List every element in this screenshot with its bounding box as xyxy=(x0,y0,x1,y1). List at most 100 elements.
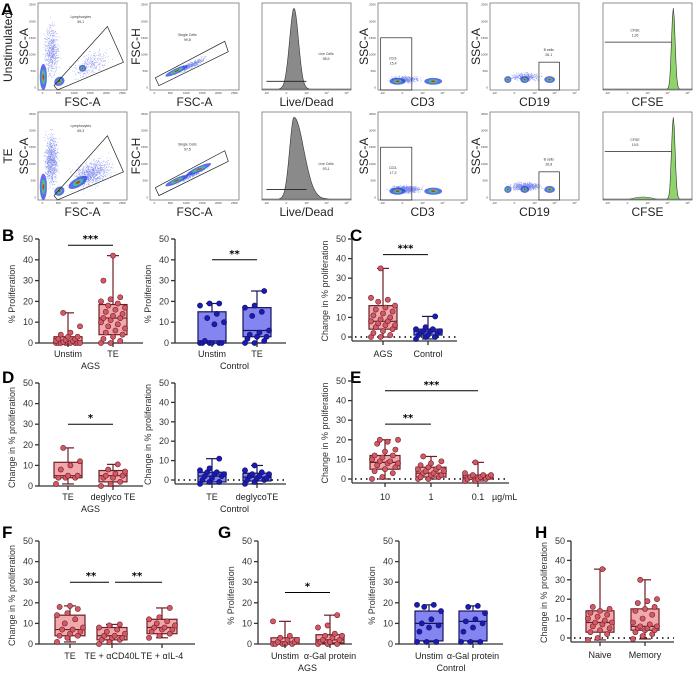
data-point xyxy=(67,602,73,609)
data-point xyxy=(206,465,213,472)
data-point xyxy=(639,633,646,639)
x-tick-label: 0 xyxy=(286,91,288,95)
gate-name: B cells xyxy=(544,48,555,52)
gate-rect xyxy=(538,61,560,91)
group-label: AGS xyxy=(298,663,317,673)
y-axis-label: SSC-A xyxy=(17,28,31,65)
density-peak xyxy=(431,80,436,83)
x-tick-label: 10³ xyxy=(645,201,649,205)
data-point xyxy=(166,630,173,637)
data-point xyxy=(589,604,596,610)
x-tick-label: 100K xyxy=(183,201,190,205)
plot-frame xyxy=(377,2,468,91)
x-tick-label: 150K xyxy=(87,201,94,205)
category-label: Naive xyxy=(588,650,611,660)
y-axis-label: SSC-A xyxy=(357,138,371,175)
data-point xyxy=(421,604,428,610)
x-tick-label: 10³ xyxy=(420,91,424,95)
plot-frame xyxy=(602,111,693,201)
data-point xyxy=(221,471,227,478)
category-label: Unstim xyxy=(198,349,226,359)
data-point xyxy=(599,566,606,573)
y-tick-label: 50K xyxy=(31,179,36,183)
y-tick-label: 0 xyxy=(374,85,376,89)
data-point xyxy=(161,624,168,631)
x-tick-label: 10⁵ xyxy=(572,201,577,205)
x-tick-label: -10³ xyxy=(492,201,497,205)
significance-label: ** xyxy=(229,249,240,260)
data-point xyxy=(107,481,114,487)
category-label: 0.1 xyxy=(472,492,485,502)
data-point xyxy=(646,621,653,628)
data-point xyxy=(221,319,227,326)
x-axis-label: FSC-A xyxy=(177,205,213,219)
data-point xyxy=(594,635,601,641)
y-tick-label: 0 xyxy=(341,332,346,342)
box-group xyxy=(462,459,494,484)
data-point xyxy=(117,478,124,485)
x-axis-label: CD3 xyxy=(410,95,434,109)
x-tick-label: 0 xyxy=(154,201,156,205)
box-group xyxy=(96,621,128,647)
data-point xyxy=(380,328,386,335)
y-tick-label: 30 xyxy=(23,577,33,587)
y-tick-label: 50 xyxy=(242,536,252,546)
data-point xyxy=(112,470,119,477)
gate-name: CFSE xyxy=(630,138,640,142)
data-point xyxy=(420,453,427,460)
boxplot-d2: 0 10 20 30 40 50 Change in % proliferation TE de… xyxy=(143,378,286,514)
x-tick-label: 10⁴ xyxy=(552,201,557,205)
y-tick-label: 20 xyxy=(242,598,252,608)
data-point xyxy=(426,624,432,631)
data-point xyxy=(169,626,176,633)
density-peak xyxy=(548,188,551,191)
x-tick-label: 200K xyxy=(215,91,222,95)
y-tick-label: 50 xyxy=(159,234,169,244)
data-point xyxy=(592,619,599,626)
group-label: AGS xyxy=(81,504,100,514)
x-axis-label: Live/Dead xyxy=(279,95,333,109)
x-tick-label: 10⁴ xyxy=(440,201,445,205)
y-tick-label: 40 xyxy=(336,254,346,264)
data-point xyxy=(460,628,467,635)
y-tick-label: 50 xyxy=(159,378,169,388)
data-point xyxy=(67,329,74,336)
data-point xyxy=(472,616,479,623)
gate-value: 26,8 xyxy=(545,162,552,166)
x-tick-label: 10³ xyxy=(532,91,536,95)
event-dots xyxy=(67,152,116,195)
data-point xyxy=(379,474,386,480)
x-axis-label: Live/Dead xyxy=(279,205,333,219)
data-point xyxy=(67,630,73,637)
plot-frame xyxy=(377,111,468,201)
y-tick-label: 100K xyxy=(141,162,148,166)
y-tick-label: 150K xyxy=(141,145,148,149)
data-point xyxy=(56,632,63,639)
data-point xyxy=(331,630,338,637)
y-tick-label: 250K xyxy=(141,112,148,116)
category-label: Unstim xyxy=(415,651,443,661)
data-point xyxy=(630,619,636,626)
box-iqr xyxy=(197,311,227,344)
data-point xyxy=(114,321,121,328)
y-tick-label: 30 xyxy=(555,575,565,585)
data-point xyxy=(371,452,378,459)
y-tick-label: 40 xyxy=(336,396,346,406)
significance-label: ** xyxy=(403,413,414,424)
data-point xyxy=(53,481,59,487)
box-group xyxy=(53,309,83,346)
data-point xyxy=(371,468,378,475)
data-point xyxy=(117,338,124,344)
data-point xyxy=(114,300,121,307)
data-point xyxy=(422,324,429,331)
density-peak xyxy=(174,179,180,182)
data-point xyxy=(105,466,112,473)
data-point xyxy=(389,308,396,315)
data-point xyxy=(156,614,163,621)
boxplot-h: 0 10 20 30 40 50 Change in % proliferation Naiv… xyxy=(539,536,674,660)
group-label: Control xyxy=(220,361,249,371)
box-group xyxy=(414,601,444,645)
data-point xyxy=(422,468,429,475)
data-point xyxy=(425,476,432,482)
